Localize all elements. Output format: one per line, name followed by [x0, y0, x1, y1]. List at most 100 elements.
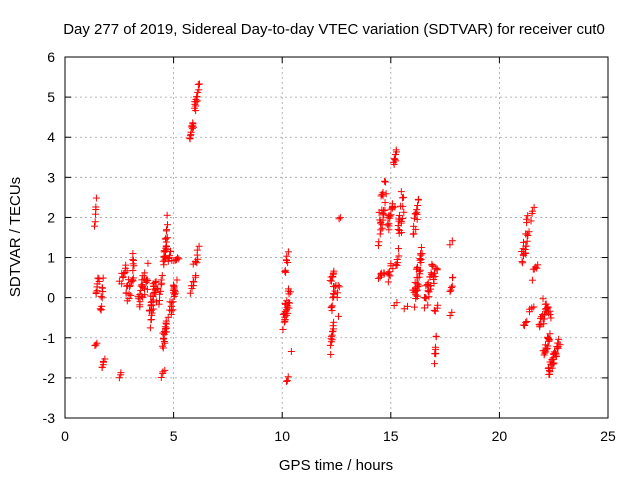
data-point	[192, 102, 200, 110]
data-point	[393, 299, 401, 307]
data-point	[122, 289, 130, 297]
data-point	[393, 255, 401, 263]
y-tick-label: -3	[43, 410, 56, 426]
data-point	[153, 284, 161, 292]
data-point	[524, 232, 532, 240]
data-point	[376, 230, 384, 238]
data-point	[530, 203, 538, 211]
data-point	[384, 269, 392, 277]
data-point	[397, 217, 405, 225]
data-point	[381, 206, 389, 214]
x-tick-label: 0	[61, 428, 69, 444]
data-point	[98, 302, 106, 310]
data-point	[522, 318, 530, 326]
data-point	[129, 260, 137, 268]
data-point	[391, 203, 399, 211]
data-point	[383, 221, 391, 229]
data-point	[335, 215, 343, 223]
data-point	[540, 351, 548, 359]
data-point	[162, 242, 170, 250]
data-point	[386, 272, 394, 280]
data-point	[447, 284, 455, 292]
data-point	[174, 254, 182, 262]
grid-lines	[65, 57, 608, 418]
data-point	[285, 299, 293, 307]
data-point	[422, 294, 430, 302]
data-point	[431, 269, 439, 277]
data-point	[548, 364, 556, 372]
y-tick-label: 0	[47, 290, 55, 306]
data-point	[382, 190, 390, 198]
data-point	[432, 332, 440, 340]
data-point	[546, 311, 554, 319]
data-point	[392, 157, 400, 165]
data-point	[389, 265, 397, 273]
data-point	[160, 261, 168, 269]
data-point	[412, 225, 420, 233]
data-point	[158, 279, 166, 287]
data-point	[416, 256, 424, 264]
data-point	[159, 344, 167, 352]
data-point	[395, 211, 403, 219]
data-point	[284, 259, 292, 267]
data-point	[518, 258, 526, 266]
data-point	[158, 271, 166, 279]
data-point	[97, 292, 105, 300]
data-point	[423, 281, 431, 289]
data-point	[522, 242, 530, 250]
data-point	[417, 251, 425, 259]
data-point	[164, 221, 172, 229]
data-point	[193, 93, 201, 101]
data-point	[284, 373, 292, 381]
data-point	[92, 288, 100, 296]
data-point	[542, 300, 550, 308]
data-point	[329, 325, 337, 333]
data-point	[189, 119, 197, 127]
data-point	[98, 294, 106, 302]
data-point	[413, 206, 421, 214]
y-tick-label: 5	[47, 89, 55, 105]
y-tick-label: -2	[43, 370, 56, 386]
data-point	[399, 202, 407, 210]
data-point	[446, 241, 454, 249]
data-point	[335, 283, 343, 291]
data-point	[95, 275, 103, 283]
data-point	[142, 277, 150, 285]
data-point	[92, 203, 100, 211]
data-point	[162, 234, 170, 242]
data-point	[162, 320, 170, 328]
data-point	[144, 259, 152, 267]
data-point	[129, 277, 137, 285]
data-point	[399, 214, 407, 222]
data-point	[151, 288, 159, 296]
x-tick-label: 25	[600, 428, 616, 444]
data-point	[284, 309, 292, 317]
data-point	[163, 226, 171, 234]
data-point	[330, 318, 338, 326]
data-point	[550, 359, 558, 367]
data-point	[282, 300, 290, 308]
data-point	[156, 290, 164, 298]
data-point	[157, 374, 165, 382]
data-point	[521, 246, 529, 254]
data-point	[543, 345, 551, 353]
data-point	[141, 291, 149, 299]
data-point	[377, 226, 385, 234]
data-point	[430, 275, 438, 283]
data-point	[519, 259, 527, 267]
data-point	[188, 285, 196, 293]
data-point	[171, 286, 179, 294]
data-point	[415, 196, 423, 204]
data-point	[530, 303, 538, 311]
data-point	[428, 261, 436, 269]
data-point	[99, 274, 107, 282]
data-point	[415, 267, 423, 275]
data-point	[286, 288, 294, 296]
data-point	[283, 377, 291, 385]
data-point	[163, 234, 171, 242]
data-point	[326, 341, 334, 349]
data-point	[143, 285, 151, 293]
data-point	[152, 278, 160, 286]
data-point	[169, 298, 177, 306]
plot-frame	[64, 56, 609, 419]
